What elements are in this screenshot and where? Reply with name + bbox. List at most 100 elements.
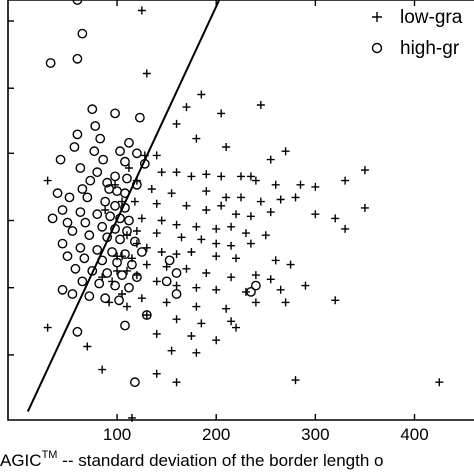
high-grade-point — [75, 242, 86, 253]
high-grade-point — [110, 223, 120, 234]
low-grade-point — [212, 285, 221, 294]
high-grade-point — [75, 163, 86, 173]
high-grade-point — [246, 286, 256, 297]
data-points — [43, 0, 444, 422]
low-grade-point — [291, 376, 300, 385]
high-grade-point — [94, 278, 105, 289]
high-grade-point — [120, 156, 130, 167]
high-grade-point — [139, 158, 150, 169]
high-grade-point — [77, 184, 88, 194]
x-tick-label: 300 — [301, 425, 329, 444]
low-grade-point — [152, 329, 161, 338]
high-grade-point — [92, 209, 103, 220]
x-tick-label: 100 — [103, 425, 131, 444]
high-grade-point — [79, 253, 90, 264]
low-grade-point — [276, 195, 285, 204]
low-grade-point — [162, 298, 171, 307]
low-grade-point — [182, 201, 191, 210]
high-grade-point — [105, 211, 116, 222]
high-grade-point — [87, 104, 98, 115]
low-grade-point — [222, 143, 231, 151]
high-grade-point — [52, 188, 63, 199]
low-grade-point — [281, 298, 290, 307]
low-grade-point — [43, 323, 52, 332]
legend-plus-marker — [372, 12, 382, 22]
low-grade-point — [187, 248, 196, 256]
high-grade-point — [98, 154, 109, 165]
low-grade-point — [227, 273, 236, 282]
low-grade-point — [217, 201, 226, 210]
high-grade-point — [95, 133, 106, 144]
plot-frame — [7, 0, 474, 421]
high-grade-point — [124, 215, 134, 226]
low-grade-point — [101, 206, 110, 214]
low-grade-point — [202, 170, 211, 179]
high-grade-point — [130, 236, 140, 247]
low-grade-point — [152, 277, 161, 286]
low-grade-point — [271, 180, 280, 189]
high-grade-point — [141, 310, 152, 320]
high-grade-point — [115, 146, 125, 157]
high-grade-point — [55, 154, 66, 165]
legend: low-gra high-gr — [371, 7, 463, 59]
low-grade-point — [227, 317, 236, 326]
low-grade-point — [132, 239, 141, 248]
low-grade-point — [182, 103, 191, 112]
low-grade-point — [142, 311, 151, 319]
high-grade-point — [171, 289, 182, 299]
legend-label-high-grade: high-gr — [400, 38, 460, 59]
high-grade-point — [130, 377, 140, 388]
low-grade-point — [222, 304, 231, 313]
high-grade-point — [120, 202, 130, 213]
low-grade-point — [301, 281, 310, 290]
low-grade-point — [311, 210, 320, 219]
high-grade-point — [64, 192, 75, 203]
low-grade-point — [157, 216, 166, 225]
high-grade-point — [87, 265, 98, 276]
low-grade-point — [281, 147, 290, 156]
low-grade-point — [360, 203, 369, 212]
high-grade-point — [164, 255, 175, 266]
high-grade-point — [45, 58, 56, 68]
high-grade-point — [161, 276, 172, 287]
high-grade-point — [84, 230, 95, 241]
high-grade-point — [115, 234, 125, 245]
low-grade-point — [43, 176, 52, 185]
legend-entry-low-grade: low-gra — [372, 7, 463, 28]
high-grade-point — [124, 282, 134, 293]
low-grade-point — [140, 151, 149, 160]
legend-entry-high-grade: high-gr — [371, 38, 460, 59]
low-grade-point — [286, 260, 295, 269]
high-grade-point — [62, 217, 73, 228]
high-grade-point — [102, 177, 113, 188]
x-axis-label-main: AGIC — [0, 451, 42, 470]
low-grade-point — [137, 294, 146, 303]
low-grade-point — [124, 164, 133, 172]
high-grade-point — [57, 205, 68, 215]
low-grade-point — [217, 172, 226, 181]
high-grade-point — [75, 207, 86, 218]
low-grade-point — [291, 193, 300, 202]
low-grade-point — [246, 239, 255, 248]
low-grade-point — [212, 336, 221, 345]
low-grade-point — [276, 285, 285, 294]
low-grade-point — [202, 269, 211, 277]
low-grade-point — [331, 296, 340, 305]
low-grade-point — [232, 254, 241, 263]
high-grade-point — [100, 196, 111, 207]
low-grade-point — [192, 348, 201, 357]
low-grade-point — [212, 224, 221, 233]
low-grade-point — [177, 233, 186, 242]
low-grade-point — [202, 206, 211, 214]
high-grade-point — [97, 255, 108, 266]
high-grade-point — [90, 121, 101, 131]
low-grade-point — [142, 69, 151, 78]
low-grade-point — [167, 346, 176, 355]
high-grade-point — [112, 257, 122, 268]
high-grade-point — [47, 213, 58, 224]
decision-boundary-line — [26, 0, 221, 413]
low-grade-point — [172, 315, 181, 324]
high-grade-point — [89, 146, 100, 157]
high-grade-point — [82, 192, 93, 203]
